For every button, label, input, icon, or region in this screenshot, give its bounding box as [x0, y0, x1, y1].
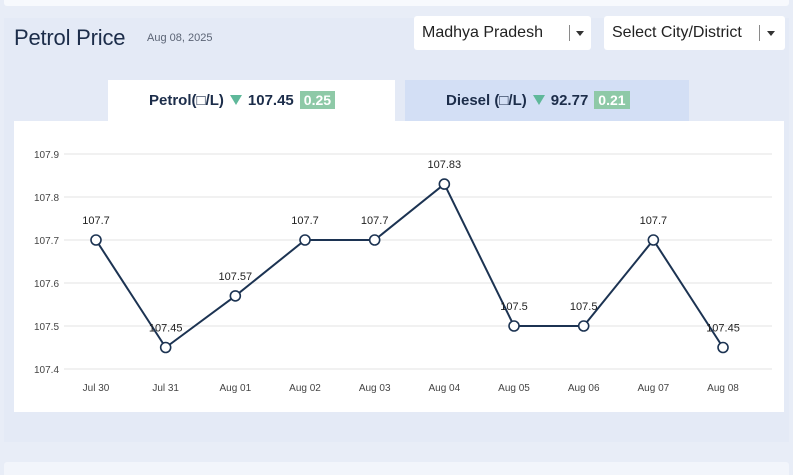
y-tick-label: 107.9	[34, 150, 59, 161]
y-tick-label: 107.7	[34, 236, 59, 247]
data-point	[577, 320, 590, 332]
data-point	[299, 234, 311, 246]
state-select[interactable]: Madhya Pradesh	[414, 16, 591, 50]
x-tick-label: Aug 04	[428, 383, 460, 394]
series-line	[95, 182, 724, 349]
data-label: 107.45	[706, 323, 740, 335]
x-tick-label: Aug 03	[359, 383, 391, 394]
x-tick-label: Jul 30	[83, 383, 110, 394]
tab-diesel-label: Diesel (□/L)	[446, 91, 527, 109]
x-tick-label: Aug 07	[638, 383, 670, 394]
tab-petrol[interactable]: Petrol(□/L) 107.45 0.25	[108, 80, 395, 121]
previous-section-edge	[4, 0, 789, 6]
city-select-value: Select City/District	[612, 24, 742, 41]
tab-petrol-change-badge: 0.25	[299, 91, 336, 109]
data-label: 107.7	[82, 215, 110, 227]
x-tick-label: Aug 08	[707, 383, 739, 394]
y-tick-label: 107.5	[34, 322, 59, 333]
tab-petrol-label: Petrol(□/L)	[149, 91, 224, 109]
data-point	[717, 341, 729, 354]
data-label: 107.5	[570, 301, 598, 313]
y-tick-label: 107.6	[34, 279, 59, 290]
x-tick-label: Jul 31	[152, 383, 179, 394]
price-line-chart: 107.4 107.5 107.6 107.7 107.8 107.9 Jul 30 Jul …	[34, 150, 772, 394]
select-divider	[569, 25, 570, 41]
data-point	[438, 178, 451, 190]
data-label: 107.45	[149, 323, 183, 335]
data-point	[508, 320, 520, 332]
y-tick-label: 107.8	[34, 193, 59, 204]
x-tick-label: Aug 06	[568, 383, 600, 394]
price-down-icon	[532, 95, 545, 105]
tab-diesel[interactable]: Diesel (□/L) 92.77 0.21	[405, 80, 689, 121]
tab-diesel-price: 92.77	[550, 91, 589, 109]
page-title: Petrol Price	[14, 25, 126, 50]
data-label: 107.83	[428, 159, 462, 171]
x-tick-label: Aug 01	[219, 383, 251, 394]
price-chart-panel: 107.4 107.5 107.6 107.7 107.8 107.9 Jul 30 Jul …	[14, 121, 784, 412]
data-point	[90, 234, 102, 246]
chevron-down-icon[interactable]	[767, 31, 775, 36]
data-label: 107.7	[640, 215, 668, 227]
x-tick-label: Aug 05	[498, 383, 530, 394]
next-section-edge	[4, 462, 789, 475]
data-label: 107.7	[291, 215, 319, 227]
tab-petrol-price: 107.45	[247, 91, 294, 109]
data-point	[229, 290, 242, 302]
select-divider	[759, 25, 760, 41]
state-select-value: Madhya Pradesh	[422, 24, 543, 41]
data-point	[159, 341, 172, 354]
price-date: Aug 08, 2025	[147, 32, 213, 44]
chevron-down-icon[interactable]	[576, 31, 584, 36]
data-label: 107.5	[500, 301, 528, 313]
data-point	[647, 234, 660, 246]
city-select[interactable]: Select City/District	[604, 16, 785, 50]
price-down-icon	[229, 95, 242, 105]
tab-diesel-change-badge: 0.21	[594, 91, 630, 109]
data-label: 107.57	[219, 271, 253, 283]
x-tick-label: Aug 02	[289, 383, 321, 394]
data-point	[368, 234, 381, 246]
y-tick-label: 107.4	[34, 365, 59, 376]
data-label: 107.7	[361, 215, 389, 227]
